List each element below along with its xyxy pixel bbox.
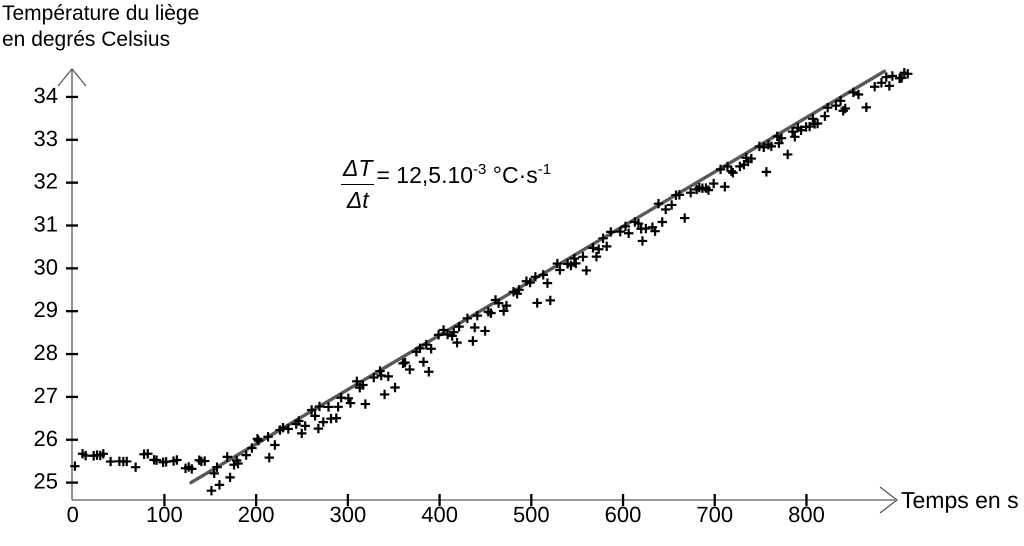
svg-text:26: 26	[34, 426, 58, 451]
svg-text:0: 0	[67, 502, 79, 527]
svg-text:28: 28	[34, 340, 58, 365]
svg-text:Temps en s: Temps en s	[901, 487, 1019, 513]
svg-text:30: 30	[34, 254, 58, 279]
svg-text:200: 200	[238, 502, 275, 527]
svg-text:400: 400	[421, 502, 458, 527]
svg-text:300: 300	[330, 502, 367, 527]
svg-text:25: 25	[34, 469, 58, 494]
svg-text:34: 34	[34, 83, 58, 108]
svg-text:600: 600	[605, 502, 642, 527]
svg-text:700: 700	[696, 502, 733, 527]
svg-text:27: 27	[34, 383, 58, 408]
svg-text:31: 31	[34, 212, 58, 237]
svg-text:33: 33	[34, 126, 58, 151]
svg-text:800: 800	[788, 502, 825, 527]
svg-text:500: 500	[513, 502, 550, 527]
svg-text:32: 32	[34, 169, 58, 194]
svg-text:29: 29	[34, 297, 58, 322]
svg-text:100: 100	[146, 502, 183, 527]
